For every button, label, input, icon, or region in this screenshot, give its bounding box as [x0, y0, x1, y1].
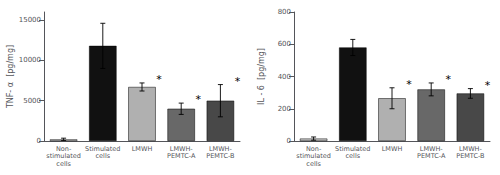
svg-text:400: 400: [278, 73, 291, 81]
svg-text:*: *: [445, 73, 451, 86]
svg-text:*: *: [195, 93, 201, 106]
svg-text:Non-: Non-: [305, 144, 322, 153]
svg-text:PEMTC-A: PEMTC-A: [167, 152, 196, 160]
svg-text:TNF- α [pg/mg]: TNF- α [pg/mg]: [6, 45, 15, 109]
svg-text:5000: 5000: [23, 97, 41, 105]
svg-text:PEMTC-B: PEMTC-B: [206, 152, 234, 160]
svg-text:stimulated: stimulated: [46, 152, 81, 161]
svg-text:IL - 6 [pg/mg]: IL - 6 [pg/mg]: [257, 48, 266, 105]
svg-text:800: 800: [278, 8, 291, 16]
svg-text:LMWH-: LMWH-: [419, 144, 443, 153]
svg-text:LMWH-: LMWH-: [169, 144, 193, 153]
svg-text:LMWH: LMWH: [382, 145, 403, 153]
svg-text:*: *: [406, 78, 412, 91]
svg-text:200: 200: [278, 105, 291, 113]
svg-text:stimulated: stimulated: [296, 152, 331, 161]
svg-text:Non-: Non-: [55, 144, 72, 153]
svg-text:Stimulated: Stimulated: [335, 144, 371, 153]
svg-text:LMWH-: LMWH-: [209, 144, 232, 153]
svg-text:600: 600: [278, 40, 291, 48]
svg-text:Stimulated: Stimulated: [85, 144, 121, 153]
svg-text:15000: 15000: [19, 16, 41, 24]
svg-text:0: 0: [37, 137, 41, 145]
svg-text:LMWH: LMWH: [132, 145, 153, 153]
svg-text:cells: cells: [56, 160, 71, 168]
svg-text:PEMTC-A: PEMTC-A: [417, 152, 446, 160]
svg-text:PEMTC-B: PEMTC-B: [456, 152, 484, 160]
svg-text:cells: cells: [306, 160, 321, 168]
svg-text:*: *: [235, 75, 241, 88]
svg-text:LMWH-: LMWH-: [459, 144, 482, 153]
svg-text:*: *: [485, 79, 491, 92]
svg-text:cells: cells: [346, 152, 361, 160]
svg-text:cells: cells: [96, 152, 111, 160]
svg-text:*: *: [156, 73, 162, 86]
svg-text:10000: 10000: [19, 56, 41, 64]
svg-text:0: 0: [287, 137, 291, 145]
